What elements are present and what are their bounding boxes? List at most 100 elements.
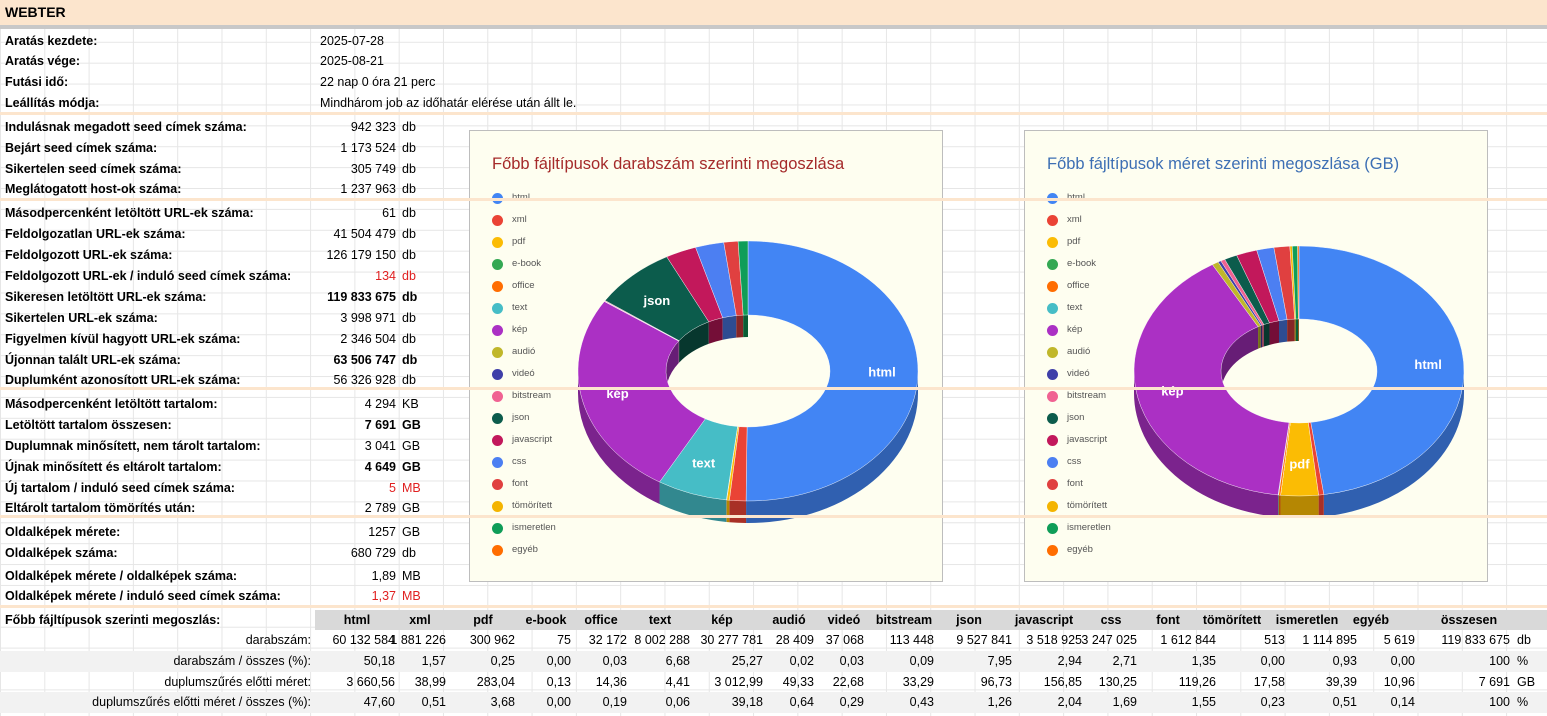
stat-value[interactable]: 5 — [389, 481, 396, 495]
table-cell[interactable]: 2,71 — [1112, 654, 1137, 668]
table-cell[interactable]: 0,03 — [602, 654, 627, 668]
column-header[interactable]: text — [648, 613, 672, 627]
table-cell[interactable]: 3 247 025 — [1081, 633, 1137, 647]
table-cell[interactable]: 0,00 — [546, 695, 571, 709]
stat-value[interactable]: 2 789 — [364, 501, 396, 515]
stat-value[interactable]: 1 173 524 — [340, 141, 396, 155]
table-cell[interactable]: 33,29 — [902, 675, 934, 689]
stat-value[interactable]: 2 346 504 — [340, 332, 396, 346]
table-cell[interactable]: 1 114 895 — [1302, 633, 1357, 647]
table-cell[interactable]: 14,36 — [595, 675, 627, 689]
column-header[interactable]: html — [343, 613, 371, 627]
info-value[interactable]: Mindhárom job az időhatár elérése után á… — [320, 96, 577, 110]
column-header[interactable]: pdf — [473, 613, 493, 627]
stat-value[interactable]: 305 749 — [350, 162, 396, 176]
stat-value[interactable]: 4 294 — [364, 397, 396, 411]
table-cell[interactable]: 2,94 — [1057, 654, 1082, 668]
table-cell[interactable]: 30 277 781 — [700, 633, 763, 647]
table-cell[interactable]: 7 691 — [1478, 675, 1510, 689]
table-cell[interactable]: 1,69 — [1112, 695, 1137, 709]
stat-value[interactable]: 680 729 — [350, 546, 396, 560]
table-cell[interactable]: 283,04 — [476, 675, 515, 689]
column-header[interactable]: css — [1100, 613, 1122, 627]
table-cell[interactable]: 119 833 675 — [1441, 633, 1510, 647]
table-cell[interactable]: 37 068 — [825, 633, 864, 647]
table-cell[interactable]: 1,57 — [421, 654, 446, 668]
table-cell[interactable]: 7,95 — [987, 654, 1012, 668]
stat-value[interactable]: 942 323 — [350, 120, 396, 134]
table-cell[interactable]: 113 448 — [889, 633, 934, 647]
stat-value[interactable]: 126 179 150 — [326, 248, 396, 262]
column-header[interactable]: bitstream — [875, 613, 933, 627]
table-cell[interactable]: 39,18 — [731, 695, 763, 709]
table-cell[interactable]: 1,35 — [1191, 654, 1216, 668]
table-cell[interactable]: 17,58 — [1253, 675, 1285, 689]
table-cell[interactable]: 4,41 — [665, 675, 690, 689]
table-cell[interactable]: 75 — [557, 633, 571, 647]
table-cell[interactable]: 60 132 584 — [332, 633, 395, 647]
stat-value[interactable]: 56 326 928 — [333, 373, 396, 387]
table-cell[interactable]: 1,26 — [987, 695, 1012, 709]
stat-value[interactable]: 1,37 — [371, 589, 396, 603]
table-cell[interactable]: 32 172 — [588, 633, 627, 647]
table-cell[interactable]: 2,04 — [1057, 695, 1082, 709]
table-cell[interactable]: 0,06 — [665, 695, 690, 709]
size-donut-chart[interactable]: Főbb fájltípusok méret szerinti megoszlá… — [1024, 130, 1488, 582]
column-header[interactable]: összesen — [1440, 613, 1498, 627]
table-cell[interactable]: 0,29 — [839, 695, 864, 709]
stat-value[interactable]: 4 649 — [364, 460, 396, 474]
table-cell[interactable]: 1 881 226 — [390, 633, 446, 647]
table-cell[interactable]: 0,09 — [909, 654, 934, 668]
table-cell[interactable]: 100 — [1489, 695, 1510, 709]
table-cell[interactable]: 39,39 — [1325, 675, 1357, 689]
table-cell[interactable]: 130,25 — [1098, 675, 1137, 689]
table-cell[interactable]: 8 002 288 — [634, 633, 690, 647]
column-header[interactable]: font — [1156, 613, 1180, 627]
table-cell[interactable]: 0,03 — [839, 654, 864, 668]
count-donut-chart[interactable]: Főbb fájltípusok darabszám szerinti mego… — [469, 130, 943, 582]
table-cell[interactable]: 10,96 — [1383, 675, 1415, 689]
stat-value[interactable]: 41 504 479 — [333, 227, 396, 241]
stat-value[interactable]: 119 833 675 — [327, 290, 396, 304]
info-value[interactable]: 2025-08-21 — [320, 54, 384, 68]
table-cell[interactable]: 0,00 — [1390, 654, 1415, 668]
table-cell[interactable]: 1,55 — [1191, 695, 1216, 709]
column-header[interactable]: audió — [772, 613, 806, 627]
table-cell[interactable]: 0,51 — [1332, 695, 1357, 709]
table-cell[interactable]: 0,64 — [789, 695, 814, 709]
table-cell[interactable]: 3 660,56 — [346, 675, 395, 689]
table-cell[interactable]: 0,43 — [909, 695, 934, 709]
stat-value[interactable]: 1 237 963 — [340, 182, 396, 196]
table-cell[interactable]: 0,00 — [1260, 654, 1285, 668]
column-header[interactable]: office — [584, 613, 618, 627]
table-cell[interactable]: 28 409 — [775, 633, 814, 647]
table-cell[interactable]: 0,00 — [546, 654, 571, 668]
table-cell[interactable]: 300 962 — [469, 633, 515, 647]
column-header[interactable]: ismeretlen — [1275, 613, 1339, 627]
table-cell[interactable]: 0,02 — [789, 654, 814, 668]
table-cell[interactable]: 47,60 — [363, 695, 395, 709]
column-header[interactable]: json — [956, 613, 982, 627]
table-cell[interactable]: 50,18 — [363, 654, 395, 668]
column-header[interactable]: javascript — [1014, 613, 1074, 627]
column-header[interactable]: egyéb — [1352, 613, 1390, 627]
stat-value[interactable]: 1,89 — [371, 569, 396, 583]
stat-value[interactable]: 63 506 747 — [333, 353, 396, 367]
column-header[interactable]: tömörített — [1202, 613, 1262, 627]
table-cell[interactable]: 0,19 — [602, 695, 627, 709]
table-cell[interactable]: 0,23 — [1260, 695, 1285, 709]
column-header[interactable]: xml — [409, 613, 431, 627]
column-header[interactable]: e-book — [525, 613, 567, 627]
stat-value[interactable]: 7 691 — [364, 418, 396, 432]
table-cell[interactable]: 96,73 — [980, 675, 1012, 689]
table-cell[interactable]: 49,33 — [782, 675, 814, 689]
table-cell[interactable]: 119,26 — [1178, 675, 1216, 689]
table-cell[interactable]: 100 — [1489, 654, 1510, 668]
table-cell[interactable]: 9 527 841 — [956, 633, 1012, 647]
table-cell[interactable]: 0,51 — [421, 695, 446, 709]
table-cell[interactable]: 38,99 — [414, 675, 446, 689]
table-cell[interactable]: 0,14 — [1390, 695, 1415, 709]
table-cell[interactable]: 513 — [1264, 633, 1285, 647]
stat-value[interactable]: 134 — [375, 269, 396, 283]
table-cell[interactable]: 22,68 — [832, 675, 864, 689]
